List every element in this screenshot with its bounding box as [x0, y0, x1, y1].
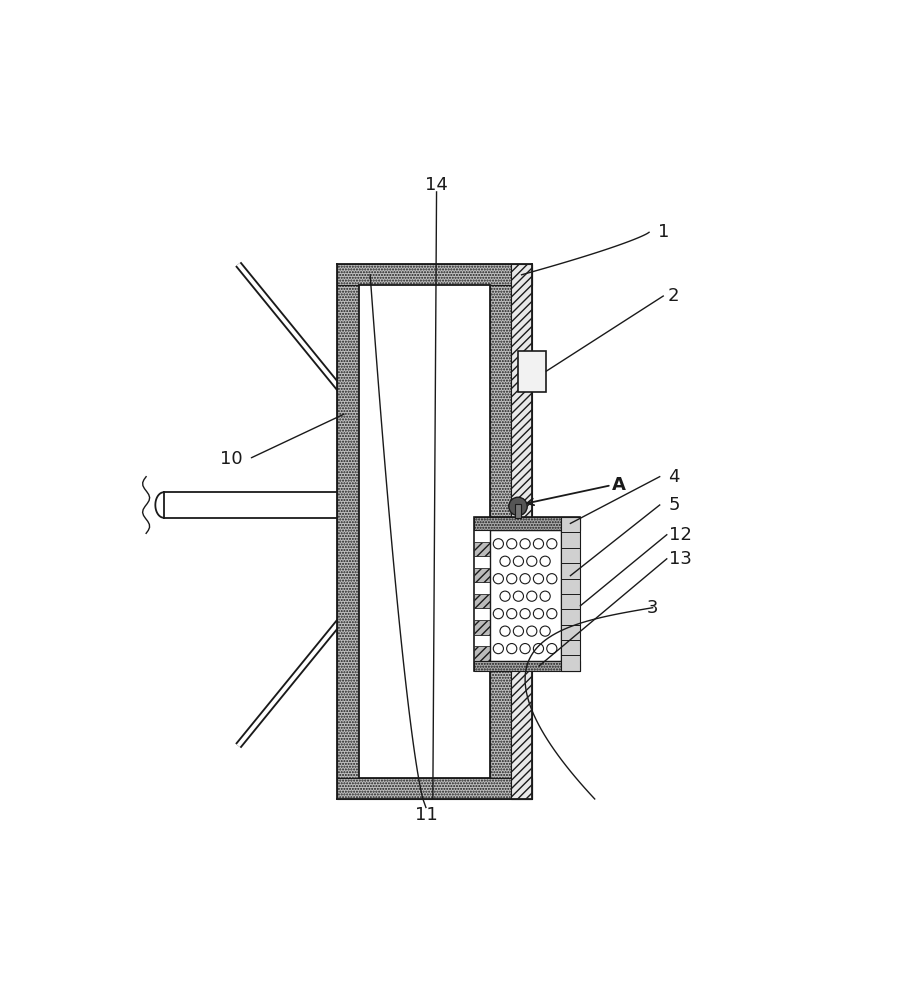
Bar: [474, 517, 580, 671]
Text: 2: 2: [668, 287, 680, 305]
Bar: [490, 530, 560, 661]
Bar: [474, 635, 490, 646]
Bar: [474, 620, 490, 635]
Text: 13: 13: [669, 550, 693, 568]
Bar: [337, 778, 532, 799]
Circle shape: [509, 497, 527, 516]
Text: 11: 11: [415, 806, 437, 824]
Text: 3: 3: [647, 599, 658, 617]
Text: 1: 1: [657, 223, 669, 241]
Bar: [474, 568, 490, 582]
Bar: [474, 542, 490, 556]
Bar: [474, 608, 490, 620]
Bar: [474, 646, 490, 661]
Text: 10: 10: [219, 450, 242, 468]
Bar: [337, 264, 532, 285]
Bar: [474, 517, 580, 530]
Text: A: A: [611, 476, 625, 494]
Bar: [474, 661, 580, 671]
Bar: [515, 504, 521, 518]
Text: 14: 14: [425, 176, 448, 194]
Bar: [474, 582, 490, 594]
Bar: [560, 517, 580, 671]
Text: 12: 12: [669, 526, 693, 544]
Bar: [474, 556, 490, 568]
Text: 4: 4: [668, 468, 680, 486]
Text: 5: 5: [668, 496, 680, 514]
Bar: [490, 285, 511, 778]
Bar: [337, 285, 358, 778]
Bar: [511, 264, 532, 799]
Bar: [474, 530, 490, 542]
Bar: [474, 594, 490, 608]
Bar: [518, 351, 547, 392]
Bar: [358, 285, 490, 778]
